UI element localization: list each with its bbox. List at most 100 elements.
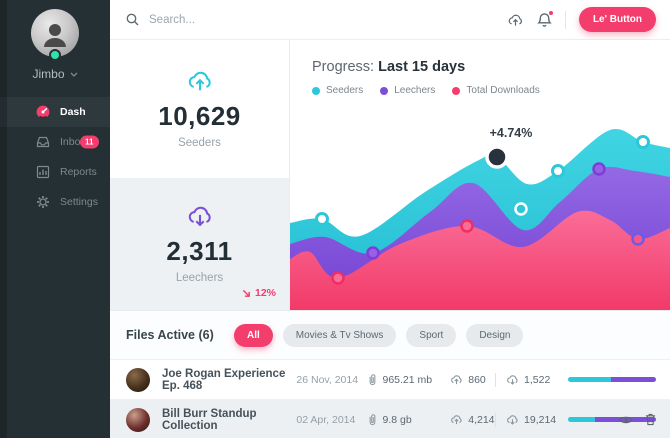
- inbox-icon: [36, 135, 50, 149]
- leechers-value: 2,311: [166, 236, 233, 266]
- cell-divider: [495, 412, 497, 427]
- file-size-cell: 965.21 mb: [367, 373, 451, 386]
- legend-label: Seeders: [326, 85, 364, 96]
- sidebar-item-label: Settings: [60, 196, 98, 208]
- inbox-badge: 11: [79, 135, 99, 149]
- legend-label: Leechers: [394, 85, 436, 96]
- filter-pills: All Movies & Tv Shows Sport Design: [234, 323, 524, 347]
- data-point-marker[interactable]: [366, 246, 380, 260]
- legend-dot-purple: [380, 86, 389, 95]
- sidebar-item-inbox[interactable]: Inbox 11: [0, 127, 110, 157]
- file-date: 02 Apr, 2014: [296, 413, 356, 426]
- file-date: 26 Nov, 2014: [296, 373, 359, 386]
- le-button[interactable]: Le' Button: [578, 7, 656, 32]
- data-point-marker[interactable]: [551, 164, 565, 178]
- sidebar-item-dash[interactable]: Dash: [0, 97, 110, 127]
- data-point-marker[interactable]: [331, 271, 345, 285]
- file-seeders-cell: 4,214: [450, 414, 495, 426]
- row-actions: [619, 413, 656, 426]
- legend-dot-pink: [452, 86, 461, 95]
- reports-icon: [36, 165, 50, 179]
- cloud-down-icon: [507, 415, 518, 425]
- avatar[interactable]: [31, 9, 79, 61]
- data-point-marker[interactable]: [514, 202, 528, 216]
- sidebar-item-label: Dash: [60, 106, 86, 118]
- file-leechers: 19,214: [524, 413, 557, 426]
- leechers-delta: 12%: [242, 287, 276, 299]
- person-silhouette-icon: [44, 23, 66, 47]
- files-title: Files Active (6): [126, 328, 214, 342]
- file-leechers-cell: 1,522: [506, 374, 568, 386]
- table-row[interactable]: Bill Burr Standup Collection 02 Apr, 201…: [110, 399, 670, 438]
- file-title: Joe Rogan Experience Ep. 468: [162, 367, 286, 392]
- settings-gear-icon: [36, 195, 50, 209]
- delta-value: 12%: [254, 287, 276, 299]
- filter-pill-sport[interactable]: Sport: [406, 323, 457, 347]
- legend-item-downloads: Total Downloads: [452, 85, 540, 96]
- sidebar-nav: Dash Inbox 11 Re: [0, 97, 110, 217]
- arrow-down-right-icon: [242, 289, 250, 297]
- stats-column: 10,629 Seeders 2,311 Leechers 12%: [110, 40, 290, 310]
- file-leechers: 1,522: [524, 373, 551, 386]
- gauge-icon: [36, 105, 50, 119]
- online-status-dot: [49, 49, 61, 61]
- legend-dot-teal: [312, 86, 320, 95]
- chart-title-prefix: Progress:: [312, 59, 375, 75]
- eye-icon[interactable]: [619, 415, 633, 425]
- seeders-value: 10,629: [158, 101, 241, 131]
- chart-panel: Progress: Last 15 days Seeders Leechers …: [290, 40, 670, 310]
- area-series-total-downloads: [290, 210, 670, 310]
- file-avatar: [126, 407, 150, 432]
- annotation-point[interactable]: [485, 145, 509, 169]
- data-point-marker[interactable]: [315, 212, 329, 226]
- cloud-up-icon: [451, 415, 462, 425]
- cloud-up-icon: [451, 375, 462, 385]
- filter-pill-all[interactable]: All: [234, 323, 273, 347]
- sidebar-item-reports[interactable]: Reports: [0, 157, 110, 187]
- file-seeders: 4,214: [468, 413, 495, 426]
- progress-bar[interactable]: [568, 377, 656, 382]
- trash-icon[interactable]: [645, 413, 656, 426]
- table-row[interactable]: Joe Rogan Experience Ep. 468 26 Nov, 201…: [110, 359, 670, 399]
- file-size-cell: 9.8 gb: [367, 413, 451, 426]
- chart-title-range: Last 15 days: [378, 59, 466, 75]
- topbar: Le' Button: [110, 0, 670, 40]
- sidebar: Jimbo Dash: [0, 0, 110, 438]
- file-title: Bill Burr Standup Collection: [162, 407, 257, 432]
- file-avatar: [126, 367, 150, 392]
- progress-seeders-segment: [568, 417, 595, 422]
- cell-divider: [495, 372, 497, 387]
- chevron-down-icon: [70, 72, 77, 77]
- notification-dot: [547, 9, 554, 16]
- file-size: 9.8 gb: [382, 413, 412, 426]
- bell-icon[interactable]: [537, 9, 554, 28]
- progress-leechers-segment: [611, 377, 656, 382]
- attachment-icon: [369, 414, 375, 426]
- sidebar-item-settings[interactable]: Settings: [0, 187, 110, 217]
- file-leechers-cell: 19,214: [506, 414, 568, 426]
- search-input[interactable]: [149, 13, 329, 26]
- search-icon[interactable]: [126, 13, 139, 26]
- cloud-down-icon: [188, 206, 211, 227]
- sidebar-item-label: Reports: [60, 166, 97, 178]
- chart-title: Progress: Last 15 days: [312, 59, 465, 75]
- username-dropdown[interactable]: Jimbo: [0, 67, 110, 81]
- search-bar: [126, 13, 507, 26]
- data-point-marker[interactable]: [636, 135, 650, 149]
- user-profile: Jimbo: [0, 0, 110, 81]
- cloud-down-icon: [507, 375, 518, 385]
- data-point-marker[interactable]: [631, 232, 645, 246]
- filter-pill-movies[interactable]: Movies & Tv Shows: [282, 323, 397, 347]
- file-seeders-cell: 860: [450, 374, 495, 386]
- leechers-label: Leechers: [175, 272, 224, 284]
- file-size: 965.21 mb: [382, 373, 433, 386]
- data-point-marker[interactable]: [592, 162, 606, 176]
- username-label: Jimbo: [32, 67, 65, 81]
- progress-area-chart[interactable]: +4.74%: [290, 40, 670, 310]
- legend-item-leechers: Leechers: [380, 85, 435, 96]
- data-point-marker[interactable]: [460, 219, 474, 233]
- attachment-icon: [369, 374, 375, 386]
- cloud-upload-icon[interactable]: [507, 13, 524, 27]
- filter-pill-design[interactable]: Design: [466, 323, 524, 347]
